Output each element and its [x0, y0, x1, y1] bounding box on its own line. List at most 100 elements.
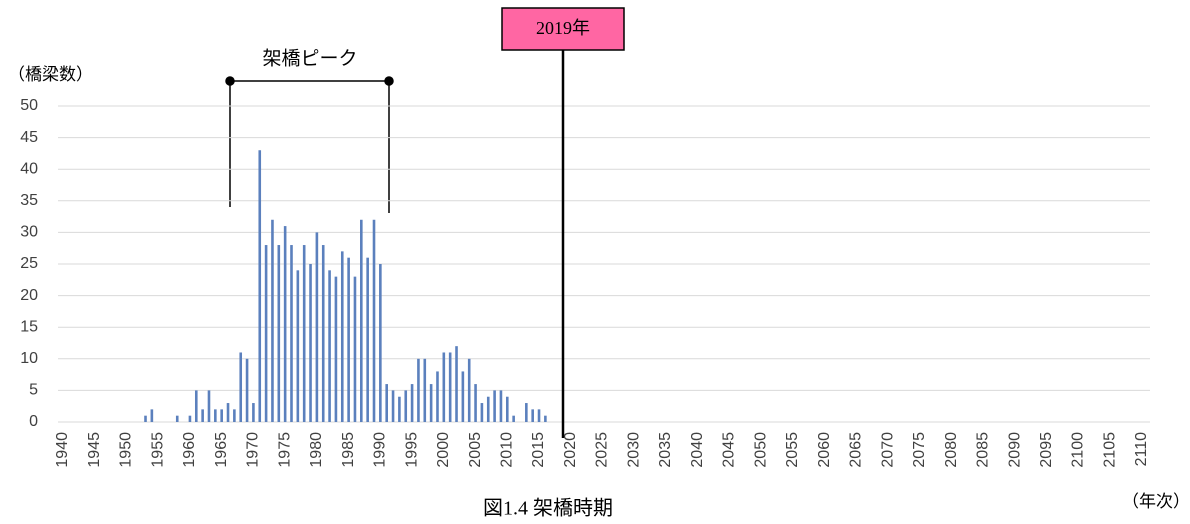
- bar: [360, 219, 363, 422]
- bar: [353, 276, 357, 422]
- x-tick-label: 2090: [1006, 432, 1023, 468]
- bar: [188, 415, 192, 422]
- x-tick-label: 2085: [975, 432, 992, 468]
- bar: [175, 415, 179, 422]
- bar: [404, 390, 408, 422]
- caption: 図1.4 架橋時期: [483, 497, 613, 520]
- bar: [340, 251, 344, 422]
- bar: [467, 358, 471, 422]
- y-tick-label: 20: [20, 287, 38, 304]
- x-tick-label: 2060: [816, 432, 833, 468]
- x-tick-label: 2105: [1101, 432, 1118, 468]
- bar: [480, 403, 484, 422]
- bar: [258, 150, 262, 423]
- bar: [417, 358, 420, 422]
- x-tick-label: 2075: [911, 432, 928, 468]
- bar: [429, 384, 433, 422]
- x-tick-label: 2065: [848, 432, 865, 468]
- bar: [334, 276, 338, 422]
- bar: [385, 384, 388, 422]
- bar: [448, 352, 452, 422]
- bar: [499, 390, 503, 422]
- bar: [309, 264, 312, 422]
- x-tick-label: 2035: [657, 432, 674, 468]
- x-tick-label: 2040: [689, 432, 706, 468]
- x-tick-label: 1980: [308, 432, 325, 468]
- x-tick-label: 2045: [721, 432, 738, 468]
- bar: [207, 390, 211, 422]
- bar: [486, 396, 490, 422]
- y-tick-label: 45: [20, 129, 38, 146]
- bar: [315, 232, 319, 422]
- x-tick-label: 1950: [118, 432, 135, 468]
- peak-bracket: [225, 76, 394, 213]
- bar: [391, 390, 395, 422]
- bar: [461, 371, 465, 422]
- x-tick-label: 2030: [625, 432, 642, 468]
- bar: [302, 245, 306, 422]
- bar: [525, 403, 528, 422]
- marker-label: 2019年: [536, 18, 590, 38]
- bar: [512, 415, 515, 422]
- x-tick-label: 1940: [54, 432, 71, 468]
- bar: [537, 409, 541, 422]
- peak-label: 架橋ピーク: [262, 47, 357, 69]
- x-tick-label: 1945: [86, 432, 103, 468]
- y-tick-label: 30: [20, 224, 38, 241]
- x-tick-label: 2055: [784, 432, 801, 468]
- x-tick-label: 2015: [530, 432, 547, 468]
- bar: [150, 409, 154, 422]
- bar: [245, 358, 249, 422]
- bar: [144, 415, 147, 422]
- x-axis-label: （年次）: [1122, 492, 1190, 511]
- bar: [328, 270, 331, 422]
- y-axis-label: （橋梁数）: [8, 65, 93, 84]
- bar: [455, 346, 458, 422]
- x-tick-label: 1955: [149, 432, 166, 468]
- bar: [239, 352, 243, 422]
- bar: [366, 257, 369, 422]
- y-tick-label: 35: [20, 192, 38, 209]
- x-tick-label: 2050: [752, 432, 769, 468]
- x-tick-label: 1960: [181, 432, 198, 468]
- bar: [271, 219, 274, 422]
- bar: [226, 403, 230, 422]
- x-tick-label: 1995: [403, 432, 420, 468]
- x-tick-label: 2080: [943, 432, 960, 468]
- y-tick-label: 5: [29, 382, 38, 399]
- y-tick-label: 15: [20, 318, 38, 335]
- x-tick-label: 2025: [594, 432, 611, 468]
- bar: [290, 245, 293, 422]
- bar: [398, 396, 401, 422]
- bar: [410, 384, 414, 422]
- bar: [252, 403, 255, 422]
- bar: [347, 257, 350, 422]
- bar: [277, 245, 281, 422]
- bar: [372, 219, 376, 422]
- bar: [423, 358, 427, 422]
- x-tick-label: 1985: [340, 432, 357, 468]
- x-tick-label: 2000: [435, 432, 452, 468]
- x-tick-label: 1975: [276, 432, 293, 468]
- bar: [264, 245, 268, 422]
- x-tick-label: 2020: [562, 432, 579, 468]
- x-tick-label: 1970: [245, 432, 262, 468]
- x-tick-label: 2070: [879, 432, 896, 468]
- y-tick-label: 0: [29, 413, 38, 430]
- bar: [436, 371, 439, 422]
- marker-box: [501, 7, 625, 51]
- x-tick-label: 1990: [372, 432, 389, 468]
- bar: [283, 226, 287, 422]
- y-tick-label: 40: [20, 160, 38, 177]
- x-tick-label: 2110: [1133, 432, 1150, 467]
- bar: [474, 384, 477, 422]
- bar: [544, 415, 547, 422]
- y-tick-label: 10: [20, 350, 38, 367]
- bar: [296, 270, 300, 422]
- bar: [493, 390, 496, 422]
- bar: [379, 264, 382, 422]
- y-tick-label: 50: [20, 97, 38, 114]
- y-tick-label: 25: [20, 255, 38, 272]
- bar: [531, 409, 534, 422]
